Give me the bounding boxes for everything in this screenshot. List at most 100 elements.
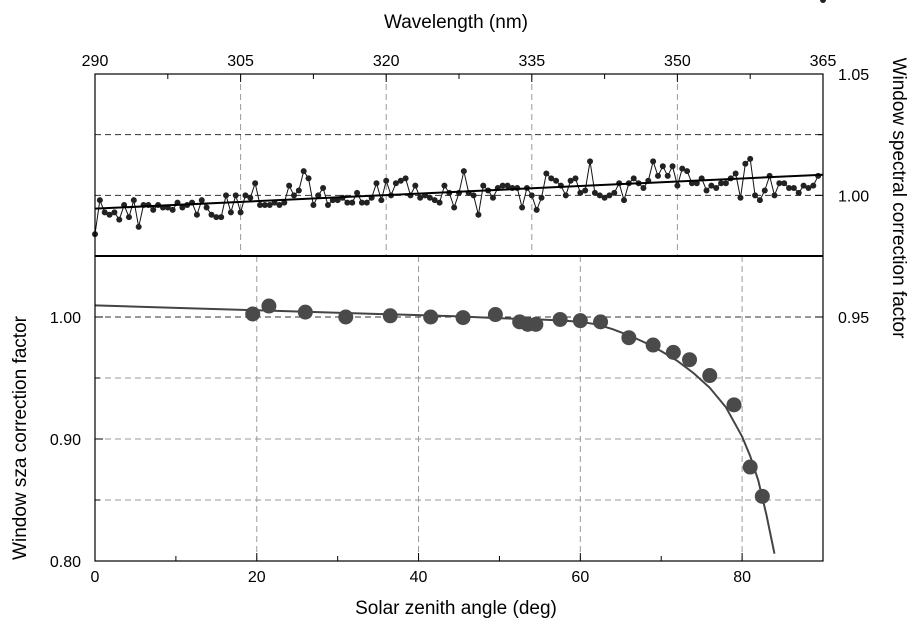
bottom-x-axis-title: Solar zenith angle (deg) [355,598,557,619]
left-y-tick-label: 0.80 [50,554,81,571]
right-y-tick-label: 0.95 [838,310,869,327]
spectral-data-point [111,209,118,216]
spectral-data-point [669,163,676,170]
spectral-data-point [320,185,327,192]
sza-data-point [593,314,609,330]
bottom-x-tick-label: 0 [91,569,100,586]
spectral-data-point [562,192,569,199]
sza-data-point [338,309,354,325]
spectral-data-point [742,160,749,167]
sza-data-point [245,306,261,322]
spectral-data-point [810,182,817,189]
spectral-data-point [237,209,244,216]
spectral-data-point [358,199,365,206]
top-x-tick-label: 290 [82,53,109,70]
spectral-data-point [315,192,322,199]
spectral-data-point [805,185,812,192]
sza-data-point [297,304,313,320]
spectral-data-point [232,192,239,199]
spectral-data-point [533,206,540,213]
spectral-data-point [179,204,186,211]
spectral-data-point [451,204,458,211]
sza-data-point [742,459,758,475]
spectral-data-point [96,197,103,204]
spectral-data-point [261,202,268,209]
bottom-x-tick-label: 80 [733,569,751,586]
spectral-data-point [334,197,341,204]
spectral-data-point [252,180,259,187]
spectral-data-point [577,189,584,196]
spectral-data-point [397,177,404,184]
spectral-data-point [218,214,225,221]
spectral-data-point [722,180,729,187]
spectral-data-point [392,180,399,187]
spectral-data-point [708,182,715,189]
top-x-tick-label: 350 [664,53,691,70]
left-y-tick-label: 0.90 [50,432,81,449]
spectral-data-point [781,180,788,187]
axes: 290 305 320 335 350 365 1.00 1.05 0 20 40 60 80 0.80 0… [50,53,869,586]
sza-data-point [455,310,471,326]
spectral-data-point [548,175,555,182]
spectral-data-point [257,202,264,209]
spectral-data-point [169,206,176,213]
spectral-data-point [354,189,361,196]
spectral-data-point [553,177,560,184]
spectral-data-point [135,223,142,230]
spectral-data-point [693,180,700,187]
sza-data-point [382,308,398,324]
spectral-data-point [431,197,438,204]
sza-data-point [261,298,277,314]
sza-data-point [665,344,681,360]
spectral-data-point [591,189,598,196]
spectral-data-point [664,172,671,179]
spectral-data-point [310,202,317,209]
sza-fit-curve [94,304,776,554]
spectral-data-point [737,194,744,201]
spectral-data-point [528,192,535,199]
spectral-data-point [771,192,778,199]
spectral-data-point [650,158,657,165]
spectral-data-point [640,185,647,192]
spectral-data-point [538,194,545,201]
spectral-data-point [475,211,482,218]
right-y-axis-title: Window spectral correction factor [888,58,909,340]
spectral-data-point [499,182,506,189]
spectral-data-point [679,165,686,172]
spectral-data-point [383,177,390,184]
spectral-data-point [101,209,108,216]
spectral-data-point [659,163,666,170]
spectral-data-point [674,182,681,189]
spectral-data-point [412,182,419,189]
spectral-data-point [426,194,433,201]
spectral-data-point [329,197,336,204]
spectral-data-point [203,204,210,211]
spectral-data-point [247,194,254,201]
spectral-data-point [572,175,579,182]
spectral-data-point [281,199,288,206]
spectral-data-point [125,214,132,221]
spectral-data-point [795,189,802,196]
spectral-data-point [150,206,157,213]
spectral-data-point [761,187,768,194]
spectral-data-point [417,194,424,201]
spectral-data-point [223,192,230,199]
spectral-data-point [276,202,283,209]
spectral-data-point [470,192,477,199]
spectral-data-point [713,185,720,192]
sza-data-point [621,330,637,346]
sza-data-point [528,316,544,332]
right-y-tick-label: 1.00 [838,188,869,205]
spectral-data-point [820,0,826,3]
left-y-axis-title: Window sza correction factor [10,315,31,560]
spectral-data-point [349,199,356,206]
spectral-data-point [378,197,385,204]
spectral-data-point [587,158,594,165]
spectral-data-point [363,199,370,206]
spectral-data-point [519,204,526,211]
sza-data-point [487,307,503,323]
spectral-data-point [373,180,380,187]
spectral-data-point [489,194,496,201]
spectral-data-point [504,182,511,189]
spectral-data-point [480,182,487,189]
